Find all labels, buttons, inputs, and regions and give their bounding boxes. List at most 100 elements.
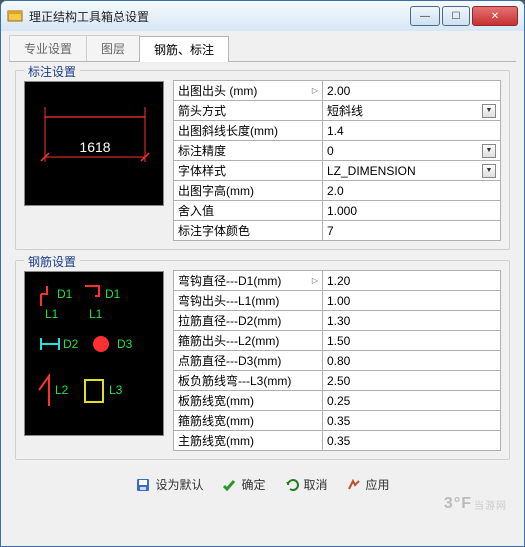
svg-text:L1: L1 [45,307,59,321]
rebar-value[interactable]: 1.00 [322,290,501,311]
watermark: 3°F 当游网 [444,495,507,513]
annot-row: 出图斜线长度(mm)1.4 [174,121,501,141]
annot-label[interactable]: 标注字体颜色 [173,220,323,241]
rebar-value[interactable]: 1.30 [322,310,501,331]
check-icon [221,477,237,493]
svg-text:D1: D1 [105,287,121,301]
annot-value[interactable]: 7 [322,220,501,241]
window-buttons: — ☐ ✕ [410,6,518,26]
svg-text:D2: D2 [63,337,79,351]
ok-button[interactable]: 确定 [221,476,265,493]
dropdown-icon[interactable]: ▼ [482,104,496,118]
svg-text:1618: 1618 [79,139,110,155]
client-area: 专业设置 图层 钢筋、标注 标注设置 1618 [1,31,524,546]
rebar-label[interactable]: 箍筋出头---L2(mm) [173,330,323,351]
annotation-preview: 1618 [24,81,164,206]
group-annotation: 标注设置 1618 出图出头 (mm)▷2.00箭头方式短斜线▼出图斜线长度(m… [15,70,510,250]
apply-icon [346,477,362,493]
annot-label[interactable]: 出图出头 (mm)▷ [173,80,323,101]
minimize-button[interactable]: — [410,6,440,26]
rebar-row: 箍筋出头---L2(mm)1.50 [174,331,501,351]
titlebar[interactable]: 理正结构工具箱总设置 — ☐ ✕ [1,1,524,31]
rebar-label[interactable]: 箍筋线宽(mm) [173,410,323,431]
annot-row: 箭头方式短斜线▼ [174,101,501,121]
app-icon [7,8,23,24]
annot-row: 标注字体颜色7 [174,221,501,241]
rebar-row: 点筋直径---D3(mm)0.80 [174,351,501,371]
svg-text:D3: D3 [117,337,133,351]
dropdown-icon[interactable]: ▼ [482,164,496,178]
annot-value[interactable]: 1.4 [322,120,501,141]
annot-label[interactable]: 箭头方式 [173,100,323,121]
apply-button[interactable]: 应用 [346,476,390,493]
watermark-text: 当游网 [474,497,507,512]
annot-value[interactable]: 1.000 [322,200,501,221]
group-rebar-title: 钢筋设置 [24,253,80,270]
expand-tri-icon: ▷ [312,276,318,285]
rebar-value[interactable]: 0.25 [322,390,501,411]
rebar-value[interactable]: 1.50 [322,330,501,351]
close-button[interactable]: ✕ [472,6,518,26]
tab-page: 标注设置 1618 出图出头 (mm)▷2.00箭头方式短斜线▼出图斜线长度(m… [9,62,516,540]
undo-icon [284,477,300,493]
annot-value[interactable]: 2.00 [322,80,501,101]
annot-value[interactable]: 2.0 [322,180,501,201]
rebar-table: 弯钩直径---D1(mm)▷1.20弯钩出头---L1(mm)1.00拉筋直径-… [174,271,501,451]
annot-value[interactable]: 0▼ [322,140,501,161]
annot-row: 标注精度0▼ [174,141,501,161]
annot-label[interactable]: 出图斜线长度(mm) [173,120,323,141]
rebar-row: 板筋线宽(mm)0.25 [174,391,501,411]
rebar-label[interactable]: 弯钩直径---D1(mm)▷ [173,270,323,291]
rebar-label[interactable]: 主筋线宽(mm) [173,430,323,451]
rebar-value[interactable]: 1.20 [322,270,501,291]
button-bar: 设为默认 确定 取消 应用 [15,470,510,495]
annotation-table: 出图出头 (mm)▷2.00箭头方式短斜线▼出图斜线长度(mm)1.4标注精度0… [174,81,501,241]
apply-label: 应用 [366,476,390,493]
rebar-row: 弯钩直径---D1(mm)▷1.20 [174,271,501,291]
annot-row: 出图出头 (mm)▷2.00 [174,81,501,101]
annot-label[interactable]: 字体样式 [173,160,323,181]
rebar-row: 拉筋直径---D2(mm)1.30 [174,311,501,331]
annot-label[interactable]: 舍入值 [173,200,323,221]
rebar-value[interactable]: 0.35 [322,410,501,431]
rebar-label[interactable]: 板筋线宽(mm) [173,390,323,411]
rebar-label[interactable]: 点筋直径---D3(mm) [173,350,323,371]
window-title: 理正结构工具箱总设置 [29,8,410,25]
maximize-button[interactable]: ☐ [442,6,470,26]
tab-pro[interactable]: 专业设置 [9,35,87,61]
set-default-button[interactable]: 设为默认 [135,476,203,493]
svg-text:D1: D1 [57,287,73,301]
rebar-value[interactable]: 0.35 [322,430,501,451]
settings-window: 理正结构工具箱总设置 — ☐ ✕ 专业设置 图层 钢筋、标注 标注设置 [0,0,525,547]
set-default-label: 设为默认 [155,476,203,493]
tab-layer[interactable]: 图层 [86,35,140,61]
svg-text:L1: L1 [89,307,103,321]
rebar-preview: D1 D1 L1 L1 D2 D3 L2 L3 [24,271,164,436]
watermark-logo: 3°F [444,495,472,513]
ok-label: 确定 [241,476,265,493]
rebar-row: 板负筋线弯---L3(mm)2.50 [174,371,501,391]
rebar-label[interactable]: 板负筋线弯---L3(mm) [173,370,323,391]
rebar-label[interactable]: 拉筋直径---D2(mm) [173,310,323,331]
dropdown-icon[interactable]: ▼ [482,144,496,158]
cancel-button[interactable]: 取消 [284,476,328,493]
group-annotation-title: 标注设置 [24,63,80,80]
svg-text:L2: L2 [55,383,69,397]
annot-row: 出图字高(mm)2.0 [174,181,501,201]
group-rebar: 钢筋设置 D1 D1 L1 L1 D2 [15,260,510,460]
rebar-value[interactable]: 0.80 [322,350,501,371]
tab-rebar[interactable]: 钢筋、标注 [139,36,229,62]
annot-value[interactable]: 短斜线▼ [322,100,501,121]
floppy-icon [135,477,151,493]
cancel-label: 取消 [304,476,328,493]
rebar-value[interactable]: 2.50 [322,370,501,391]
annot-label[interactable]: 标注精度 [173,140,323,161]
rebar-row: 箍筋线宽(mm)0.35 [174,411,501,431]
svg-text:L3: L3 [109,383,123,397]
rebar-row: 弯钩出头---L1(mm)1.00 [174,291,501,311]
annot-label[interactable]: 出图字高(mm) [173,180,323,201]
tab-strip: 专业设置 图层 钢筋、标注 [9,35,516,62]
rebar-label[interactable]: 弯钩出头---L1(mm) [173,290,323,311]
annot-value[interactable]: LZ_DIMENSION▼ [322,160,501,181]
rebar-row: 主筋线宽(mm)0.35 [174,431,501,451]
